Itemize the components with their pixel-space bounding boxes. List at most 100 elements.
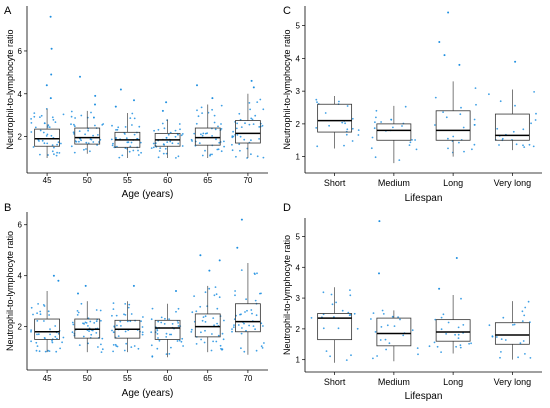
- data-point: [111, 329, 113, 332]
- data-point: [212, 317, 215, 319]
- data-point: [384, 338, 387, 341]
- data-point: [115, 129, 117, 131]
- data-point: [256, 155, 259, 158]
- data-point: [462, 126, 465, 129]
- data-point: [30, 118, 32, 120]
- data-point: [169, 333, 171, 336]
- data-point: [240, 126, 243, 128]
- x-tick-label: Short: [324, 178, 346, 188]
- data-point: [200, 331, 202, 334]
- data-point: [40, 114, 43, 117]
- data-point: [95, 309, 98, 311]
- y-tick-label: 3: [296, 87, 301, 96]
- data-point: [238, 143, 241, 146]
- data-point: [197, 115, 200, 118]
- data-point: [165, 353, 168, 355]
- data-point: [124, 330, 127, 333]
- data-point: [346, 128, 349, 131]
- data-point: [151, 355, 154, 358]
- data-point: [254, 328, 256, 331]
- data-point: [514, 104, 516, 107]
- outlier-point: [132, 284, 135, 287]
- outlier-point: [443, 54, 446, 57]
- data-point: [178, 123, 181, 125]
- data-point: [30, 122, 33, 124]
- outlier-point: [378, 272, 380, 275]
- data-point: [196, 109, 198, 112]
- data-point: [534, 119, 537, 121]
- data-point: [460, 106, 462, 109]
- box-group-very-long: [488, 60, 537, 151]
- data-point: [80, 302, 83, 305]
- outlier-point: [57, 279, 60, 282]
- data-point: [198, 142, 201, 145]
- data-point: [71, 331, 74, 334]
- data-point: [316, 101, 318, 103]
- data-point: [402, 334, 405, 337]
- data-point: [220, 123, 222, 125]
- data-point: [92, 134, 94, 137]
- data-point: [51, 116, 54, 119]
- data-point: [244, 122, 246, 125]
- x-tick-label: 50: [83, 176, 92, 185]
- data-point: [32, 313, 34, 316]
- data-point: [459, 346, 462, 349]
- data-point: [177, 142, 180, 145]
- data-point: [442, 111, 444, 113]
- data-point: [458, 141, 460, 144]
- data-point: [219, 344, 222, 347]
- data-point: [111, 144, 114, 147]
- outlier-point: [250, 79, 253, 82]
- data-point: [250, 153, 252, 156]
- data-point: [234, 290, 237, 292]
- data-point: [391, 315, 394, 318]
- data-point: [152, 142, 155, 145]
- data-point: [222, 338, 225, 341]
- data-point: [124, 303, 127, 305]
- y-tick-label: 4: [296, 54, 301, 63]
- data-point: [142, 316, 144, 318]
- data-point: [213, 121, 216, 124]
- x-tick-label: Short: [324, 377, 346, 387]
- y-axis-label: Neutrophil-to-lymphocyte ratio: [282, 235, 292, 355]
- data-point: [251, 118, 254, 121]
- data-point: [171, 142, 174, 145]
- data-point: [408, 144, 411, 147]
- data-point: [177, 133, 179, 136]
- data-point: [42, 304, 45, 306]
- y-tick-label: 6: [18, 47, 23, 56]
- data-point: [315, 127, 318, 129]
- data-point: [216, 307, 219, 310]
- data-point: [434, 124, 436, 126]
- data-point: [218, 296, 221, 299]
- data-point: [112, 302, 115, 304]
- box-group-45: [30, 15, 65, 159]
- data-point: [388, 342, 391, 345]
- box-group-long: [434, 11, 477, 157]
- data-point: [211, 108, 214, 111]
- data-point: [161, 122, 164, 125]
- data-point: [89, 138, 92, 141]
- data-point: [231, 143, 233, 146]
- data-point: [153, 129, 156, 132]
- data-point: [150, 318, 153, 321]
- data-point: [218, 141, 221, 144]
- x-axis-label: Age (years): [122, 388, 174, 399]
- data-point: [393, 325, 396, 327]
- data-point: [215, 293, 218, 296]
- data-point: [504, 339, 507, 341]
- data-point: [43, 122, 46, 125]
- data-point: [36, 345, 39, 347]
- data-point: [325, 350, 328, 352]
- data-point: [137, 347, 140, 350]
- data-point: [163, 144, 166, 146]
- data-point: [463, 150, 465, 153]
- data-point: [76, 310, 79, 312]
- y-tick-label: 5: [296, 232, 301, 241]
- data-point: [177, 322, 180, 324]
- data-point: [61, 341, 63, 344]
- data-point: [90, 111, 92, 114]
- data-point: [47, 310, 50, 313]
- data-point: [152, 146, 155, 149]
- data-point: [232, 130, 235, 133]
